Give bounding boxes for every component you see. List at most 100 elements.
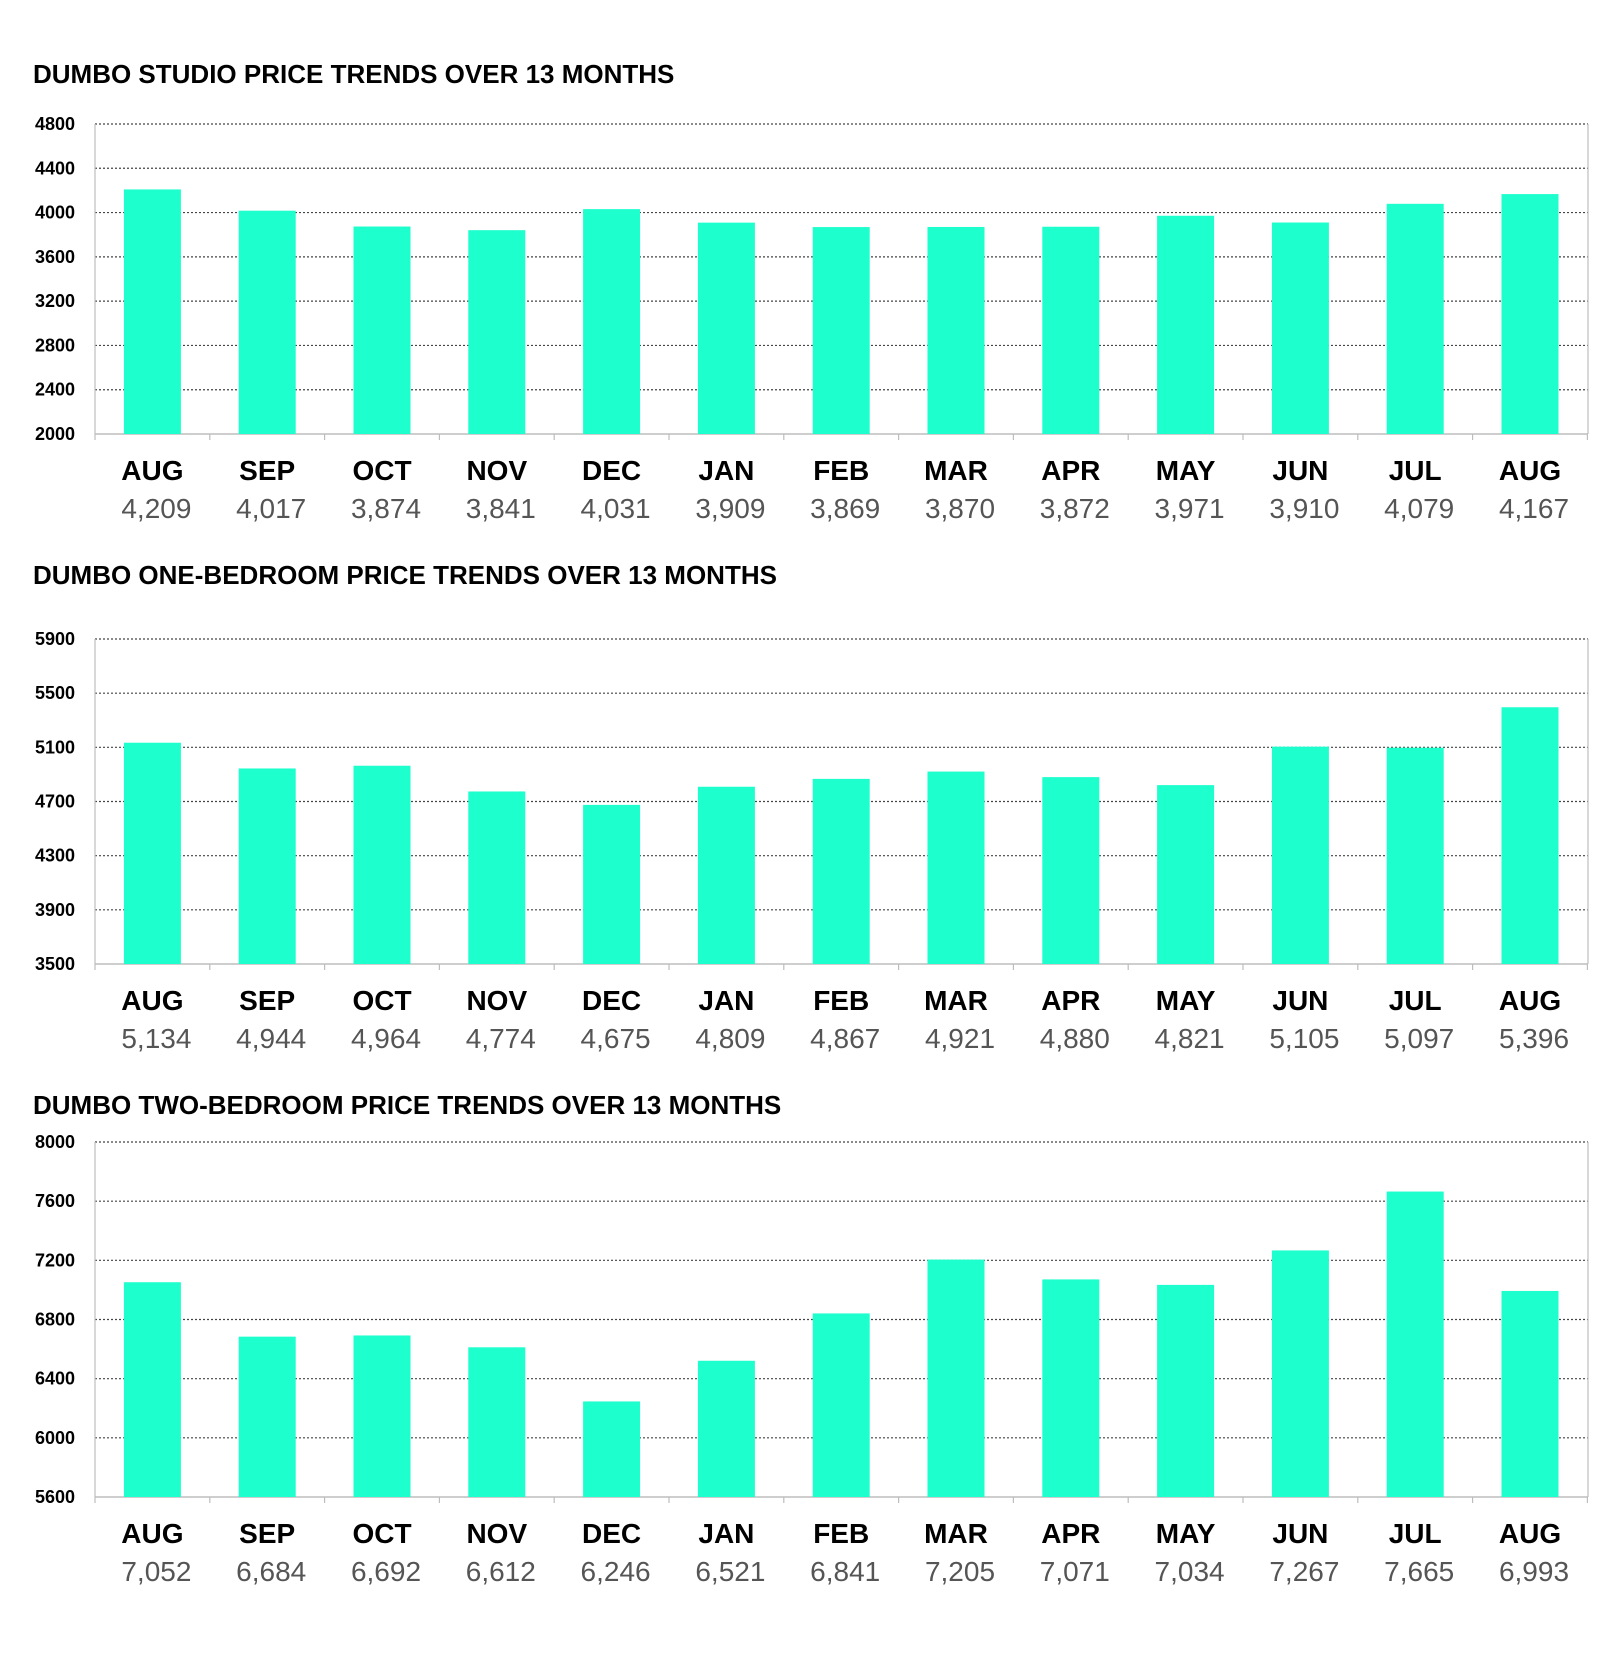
chart-title: DUMBO ONE-BEDROOM PRICE TRENDS OVER 13 M… [33, 560, 777, 590]
data-value-label: 7,205 [925, 1556, 995, 1587]
data-value-label: 3,870 [925, 493, 995, 524]
y-tick-label: 7200 [35, 1250, 75, 1270]
bar [812, 227, 870, 434]
x-category-label: MAR [924, 455, 988, 486]
data-value-label: 4,774 [466, 1023, 536, 1054]
data-value-label: 7,034 [1155, 1556, 1225, 1587]
y-tick-label: 4400 [35, 158, 75, 178]
x-category-label: SEP [239, 985, 295, 1016]
bar [238, 210, 296, 434]
x-category-label: AUG [121, 455, 183, 486]
bar [1386, 203, 1444, 434]
bar [1042, 1279, 1100, 1497]
bar [1042, 777, 1100, 964]
x-category-label: OCT [352, 985, 411, 1016]
y-tick-label: 3200 [35, 291, 75, 311]
bar [1386, 1191, 1444, 1497]
x-category-label: OCT [352, 455, 411, 486]
data-value-label: 6,521 [695, 1556, 765, 1587]
bar [927, 226, 985, 434]
x-category-label: SEP [239, 455, 295, 486]
bar [812, 1313, 870, 1497]
x-category-label: DEC [582, 1518, 641, 1549]
data-value-label: 4,867 [810, 1023, 880, 1054]
x-category-label: JAN [698, 455, 754, 486]
data-value-label: 7,052 [121, 1556, 191, 1587]
data-value-label: 7,665 [1384, 1556, 1454, 1587]
data-value-label: 5,105 [1269, 1023, 1339, 1054]
data-value-label: 4,017 [236, 493, 306, 524]
bar [697, 786, 755, 964]
y-tick-label: 8000 [35, 1132, 75, 1152]
bar [238, 768, 296, 964]
x-category-label: MAY [1156, 985, 1216, 1016]
x-category-label: JUN [1272, 455, 1328, 486]
x-category-label: JUL [1389, 1518, 1442, 1549]
x-category-label: JUN [1272, 985, 1328, 1016]
data-value-label: 4,209 [121, 493, 191, 524]
data-value-label: 4,167 [1499, 493, 1569, 524]
y-tick-label: 6800 [35, 1310, 75, 1330]
data-value-label: 6,993 [1499, 1556, 1569, 1587]
x-category-label: JUL [1389, 455, 1442, 486]
data-value-label: 3,971 [1155, 493, 1225, 524]
bar [353, 226, 411, 434]
y-tick-label: 5100 [35, 737, 75, 757]
bar [353, 1335, 411, 1497]
y-tick-label: 4000 [35, 203, 75, 223]
data-value-label: 5,097 [1384, 1023, 1454, 1054]
bar [583, 209, 641, 434]
bar [1386, 747, 1444, 964]
x-category-label: NOV [466, 455, 527, 486]
data-value-label: 7,071 [1040, 1556, 1110, 1587]
y-tick-label: 4800 [35, 114, 75, 134]
bar [123, 1282, 181, 1497]
x-category-label: AUG [121, 1518, 183, 1549]
x-category-label: APR [1041, 455, 1100, 486]
y-tick-label: 3900 [35, 900, 75, 920]
data-value-label: 4,809 [695, 1023, 765, 1054]
data-value-label: 4,079 [1384, 493, 1454, 524]
x-category-label: FEB [813, 455, 869, 486]
x-category-label: APR [1041, 1518, 1100, 1549]
x-category-label: FEB [813, 985, 869, 1016]
data-value-label: 4,821 [1155, 1023, 1225, 1054]
x-category-label: MAR [924, 1518, 988, 1549]
x-category-label: APR [1041, 985, 1100, 1016]
y-tick-label: 7600 [35, 1191, 75, 1211]
chart-2: DUMBO TWO-BEDROOM PRICE TRENDS OVER 13 M… [33, 1090, 1589, 1587]
data-value-label: 6,684 [236, 1556, 306, 1587]
data-value-label: 4,675 [581, 1023, 651, 1054]
x-category-label: MAY [1156, 455, 1216, 486]
x-category-label: JUN [1272, 1518, 1328, 1549]
bar [353, 765, 411, 964]
y-tick-label: 3600 [35, 247, 75, 267]
data-value-label: 6,841 [810, 1556, 880, 1587]
bar [1501, 1290, 1559, 1497]
y-tick-label: 2400 [35, 380, 75, 400]
data-value-label: 6,692 [351, 1556, 421, 1587]
data-value-label: 5,134 [121, 1023, 191, 1054]
data-value-label: 3,874 [351, 493, 421, 524]
bar [468, 1347, 526, 1497]
bar [468, 230, 526, 434]
y-tick-label: 2800 [35, 335, 75, 355]
x-category-label: MAR [924, 985, 988, 1016]
y-tick-label: 3500 [35, 954, 75, 974]
y-tick-label: 5600 [35, 1487, 75, 1507]
data-value-label: 3,909 [695, 493, 765, 524]
bar [1042, 226, 1100, 434]
x-category-label: SEP [239, 1518, 295, 1549]
bar [1271, 746, 1329, 964]
chart-title: DUMBO TWO-BEDROOM PRICE TRENDS OVER 13 M… [33, 1090, 781, 1120]
x-category-label: AUG [121, 985, 183, 1016]
x-category-label: JAN [698, 1518, 754, 1549]
chart-0: DUMBO STUDIO PRICE TRENDS OVER 13 MONTHS… [33, 59, 1589, 524]
data-value-label: 3,841 [466, 493, 536, 524]
y-tick-label: 5500 [35, 683, 75, 703]
x-category-label: DEC [582, 985, 641, 1016]
bar [697, 1360, 755, 1497]
bar [1271, 222, 1329, 434]
data-value-label: 5,396 [1499, 1023, 1569, 1054]
data-value-label: 3,910 [1269, 493, 1339, 524]
